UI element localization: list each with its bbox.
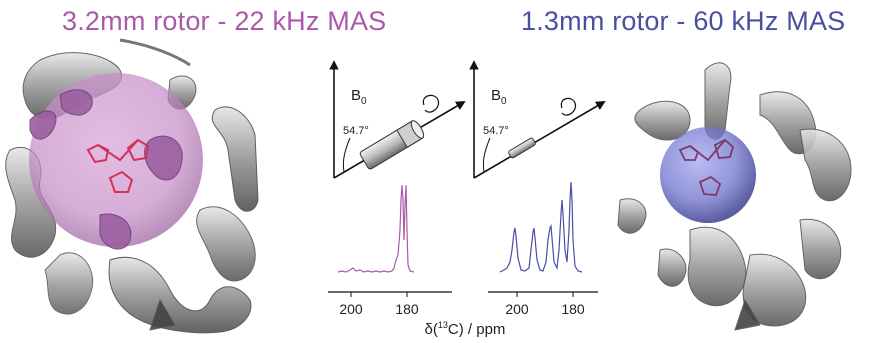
title-left: 3.2mm rotor - 22 kHz MAS — [62, 6, 387, 36]
angle-label-left: 54.7° — [343, 125, 369, 137]
ligand-left-icon — [86, 138, 150, 193]
b0-label-right: B0 — [491, 87, 507, 107]
rotation-arrow-right-icon — [560, 97, 577, 116]
tick-label-left-180: 180 — [395, 301, 419, 317]
rotor-cylinder-left-icon — [359, 120, 425, 170]
tick-label-right-200: 200 — [505, 301, 529, 317]
tick-label-right-180: 180 — [561, 301, 585, 317]
rotor-cylinder-right-icon — [508, 137, 536, 159]
angle-label-right: 54.7° — [483, 125, 509, 137]
spectrum-trace-right — [499, 181, 583, 273]
angle-arc-left — [342, 137, 351, 173]
spectrum-right: 200 180 — [488, 181, 598, 317]
spectrum-left: 200 180 — [328, 184, 452, 317]
shared-axis-label: δ(13C) / ppm — [425, 320, 506, 338]
b0-label-left: B0 — [351, 87, 367, 107]
helix-left-icon — [29, 89, 183, 250]
active-site-sphere-right — [660, 127, 756, 223]
rotor-diagram-right: B0 54.7° — [469, 60, 606, 179]
tick-label-left-200: 200 — [339, 301, 363, 317]
angle-arc-right — [482, 137, 491, 173]
active-site-sphere-left — [29, 73, 203, 247]
rotation-arrow-left-icon — [422, 94, 440, 113]
spin-axis-right — [473, 101, 606, 179]
title-right: 1.3mm rotor - 60 kHz MAS — [521, 6, 846, 36]
spectrum-trace-left — [337, 184, 415, 273]
protein-ribbon-right-icon — [617, 62, 852, 331]
ligand-right-icon — [678, 138, 735, 196]
rotor-diagram-left: B0 54.7° — [329, 60, 466, 179]
